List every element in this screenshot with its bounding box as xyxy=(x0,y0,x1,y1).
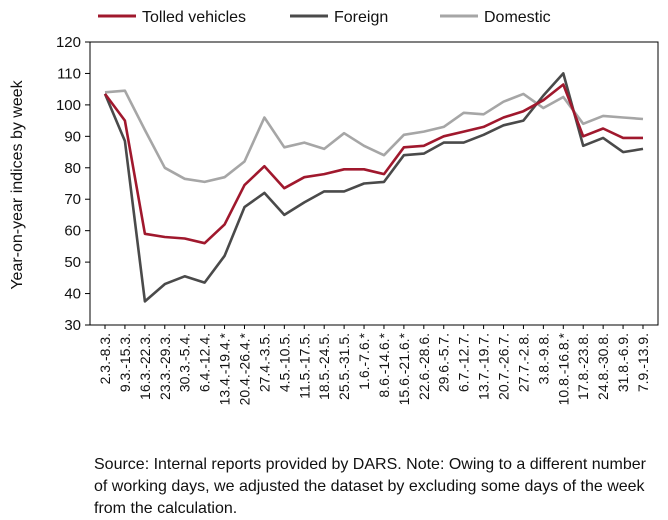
legend: Tolled vehicles Foreign Domestic xyxy=(98,9,551,26)
x-tick-label: 20.4.-26.4.* xyxy=(236,332,252,405)
y-tick-label: 110 xyxy=(57,65,81,82)
x-tick-label: 3.8.-9.8. xyxy=(535,333,551,384)
line-chart: Tolled vehicles Foreign Domestic Year-on-y… xyxy=(9,9,659,405)
x-tick-label: 15.6.-21.6.* xyxy=(396,332,412,405)
legend-label-tolled-vehicles: Tolled vehicles xyxy=(142,9,246,26)
x-tick-label: 30.3.-5.4. xyxy=(177,333,193,392)
y-tick-label: 60 xyxy=(64,223,81,240)
y-tick-label: 70 xyxy=(64,191,81,208)
x-tick-label: 1.6.-7.6.* xyxy=(356,332,372,389)
y-tick-label: 50 xyxy=(64,254,81,271)
y-tick-label: 80 xyxy=(64,160,81,177)
x-tick-label: 4.5.-10.5. xyxy=(276,333,292,392)
series-lines xyxy=(103,72,644,303)
x-tick-label: 6.7.-12.7. xyxy=(456,333,472,392)
x-tick-label: 29.6.-5.7. xyxy=(436,333,452,392)
y-tick-label: 30 xyxy=(64,317,81,334)
x-tick-label: 13.4.-19.4.* xyxy=(217,332,233,405)
x-tick-label: 27.4.-3.5. xyxy=(256,333,272,392)
y-tick-label: 90 xyxy=(64,128,81,145)
x-tick-label: 17.8.-23.8. xyxy=(575,333,591,400)
series-line-tolled-vehicles xyxy=(103,83,643,245)
legend-label-foreign: Foreign xyxy=(334,9,388,26)
source-note: Source: Internal reports provided by DAR… xyxy=(94,456,646,517)
x-tick-label: 7.9.-13.9. xyxy=(635,333,651,392)
x-tick-label: 6.4.-12.4. xyxy=(197,333,213,392)
x-tick-label: 24.8.-30.8. xyxy=(595,333,611,400)
x-tick-label: 16.3.-22.3. xyxy=(137,333,153,400)
y-tick-label: 100 xyxy=(56,97,81,114)
x-tick-label: 31.8.-6.9. xyxy=(615,333,631,392)
series-line-domestic xyxy=(104,89,644,184)
legend-label-domestic: Domestic xyxy=(484,9,551,26)
x-tick-label: 8.6.-14.6.* xyxy=(376,332,392,397)
x-tick-label: 18.5.-24.5. xyxy=(316,333,332,400)
x-tick-label: 10.8.-16.8.* xyxy=(555,332,571,405)
x-tick-label: 27.7.-2.8. xyxy=(515,333,531,392)
x-axis-ticks: 2.3.-8.3. 9.3.-15.3. 16.3.-22.3. 23.3.-29.3… xyxy=(97,325,651,405)
y-axis-label: Year-on-year indices by week xyxy=(9,79,26,289)
y-axis-ticks: 30 40 50 60 70 80 90 100 110 120 xyxy=(56,34,90,334)
plot-frame xyxy=(89,41,659,326)
x-tick-label: 22.6.-28.6. xyxy=(416,333,432,400)
x-tick-label: 25.5.-31.5. xyxy=(336,333,352,400)
x-tick-label: 2.3.-8.3. xyxy=(97,333,113,384)
x-tick-label: 20.7.-26.7. xyxy=(496,333,512,400)
y-tick-label: 40 xyxy=(64,286,81,303)
x-tick-label: 13.7.-19.7. xyxy=(476,333,492,400)
series-line-foreign xyxy=(103,72,644,303)
x-tick-label: 9.3.-15.3. xyxy=(117,333,133,392)
x-tick-label: 23.3.-29.3. xyxy=(157,333,173,400)
y-tick-label: 120 xyxy=(56,34,81,51)
x-tick-label: 11.5.-17.5. xyxy=(296,333,312,399)
